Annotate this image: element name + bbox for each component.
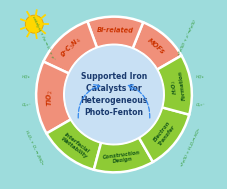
Text: HO•: HO• [195, 75, 204, 80]
Wedge shape [138, 107, 188, 162]
Text: catalyst + hν → h⁺ + e⁻: catalyst + hν → h⁺ + e⁻ [30, 15, 55, 61]
Text: g-C$_3$N$_4$: g-C$_3$N$_4$ [58, 35, 84, 60]
Text: Electron
Transfer: Electron Transfer [152, 120, 175, 146]
Wedge shape [46, 119, 101, 170]
Wedge shape [87, 17, 143, 48]
Text: H$_2$O$_2$
Formation: H$_2$O$_2$ Formation [167, 70, 186, 102]
Text: HO•: HO• [22, 75, 31, 80]
Text: MOFs: MOFs [146, 37, 165, 55]
Text: •Fe(II) + H₂O₂→ HO•: •Fe(II) + H₂O₂→ HO• [179, 128, 200, 168]
Wedge shape [132, 22, 181, 70]
Wedge shape [156, 56, 191, 115]
Text: Bi-related: Bi-related [96, 27, 133, 34]
Wedge shape [36, 62, 71, 133]
Text: Supported Iron
Catalysts for
Heterogeneous
Photo-Fenton: Supported Iron Catalysts for Heterogeneo… [80, 72, 147, 117]
Text: O₂•⁻: O₂•⁻ [22, 103, 32, 108]
Text: O₂•⁻: O₂•⁻ [195, 103, 204, 108]
Text: •Fe(III) + e⁻→Fe(II): •Fe(III) + e⁻→Fe(II) [177, 20, 197, 57]
Text: Construction
Design: Construction Design [102, 150, 141, 166]
Text: TiO$_2$: TiO$_2$ [45, 89, 55, 106]
Circle shape [64, 45, 163, 144]
Text: Interfacial
Wettability: Interfacial Wettability [59, 131, 91, 159]
Wedge shape [43, 21, 96, 74]
Wedge shape [94, 138, 152, 172]
Circle shape [25, 15, 43, 33]
Text: H₂O₂ + O₂ → 2HO•: H₂O₂ + O₂ → 2HO• [24, 130, 43, 166]
